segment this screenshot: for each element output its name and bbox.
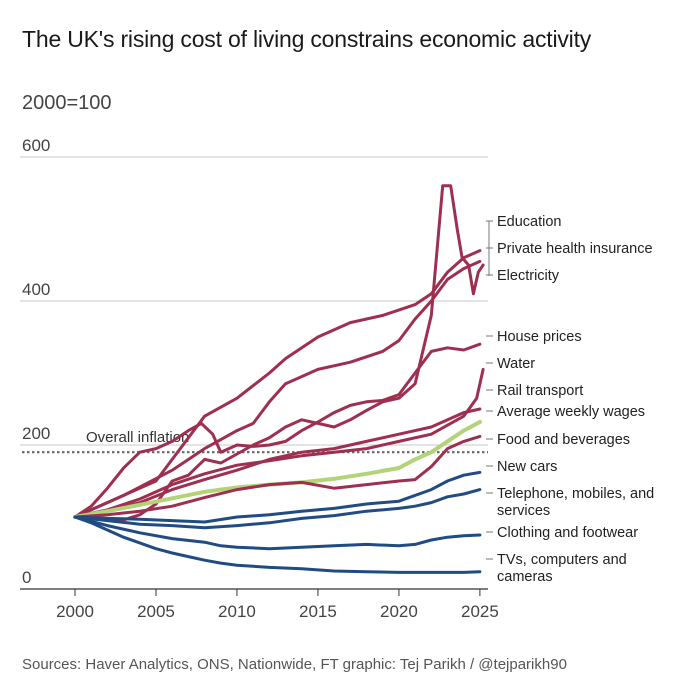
series-label-clothing-and-footwear: Clothing and footwear — [497, 525, 638, 541]
x-tick-label: 2000 — [56, 602, 94, 621]
series-label-rail-transport: Rail transport — [497, 383, 583, 399]
x-tick-label: 2020 — [380, 602, 418, 621]
y-tick-label: 0 — [22, 568, 31, 587]
y-tick-label: 400 — [22, 280, 50, 299]
series-line-new-cars — [73, 470, 482, 524]
source-note: Sources: Haver Analytics, ONS, Nationwid… — [22, 656, 567, 673]
series-line-telephone-mobiles-and-services — [73, 488, 482, 530]
series-line-water — [73, 367, 485, 519]
series-label-food-and-beverages: Food and beverages — [497, 432, 630, 448]
series-line-clothing-and-footwear — [73, 515, 482, 551]
chart-title: The UK's rising cost of living constrain… — [22, 26, 592, 52]
series-line-education — [73, 249, 482, 519]
x-tick-label: 2025 — [461, 602, 499, 621]
series-line-house-prices — [73, 342, 482, 519]
series-label-electricity: Electricity — [497, 268, 560, 284]
series-line-tvs-computers-and-cameras — [73, 515, 482, 574]
series-label-private-health-insurance: Private health insurance — [497, 241, 653, 257]
series-label-tvs-computers-and-cameras: TVs, computers and cameras — [497, 552, 627, 585]
x-tick-label: 2010 — [218, 602, 256, 621]
overall-inflation-label: Overall inflation — [86, 429, 189, 446]
y-tick-label: 200 — [22, 424, 50, 443]
x-tick-label: 2005 — [137, 602, 175, 621]
y-tick-label: 600 — [22, 136, 50, 155]
series-label-water: Water — [497, 356, 535, 372]
series-label-education: Education — [497, 214, 562, 230]
series-label-new-cars: New cars — [497, 459, 557, 475]
series-line-private-health-insurance — [73, 259, 482, 519]
series-line-rail-transport — [73, 407, 482, 519]
series-label-house-prices: House prices — [497, 329, 582, 345]
series-label-average-weekly-wages: Average weekly wages — [497, 404, 645, 420]
series-line-food-and-beverages — [73, 434, 482, 519]
series-label-telephone-mobiles-and-services: Telephone, mobiles, and services — [497, 486, 654, 519]
x-tick-label: 2015 — [299, 602, 337, 621]
y-axis-unit: 2000=100 — [22, 92, 112, 114]
series-line-electricity — [73, 184, 485, 522]
